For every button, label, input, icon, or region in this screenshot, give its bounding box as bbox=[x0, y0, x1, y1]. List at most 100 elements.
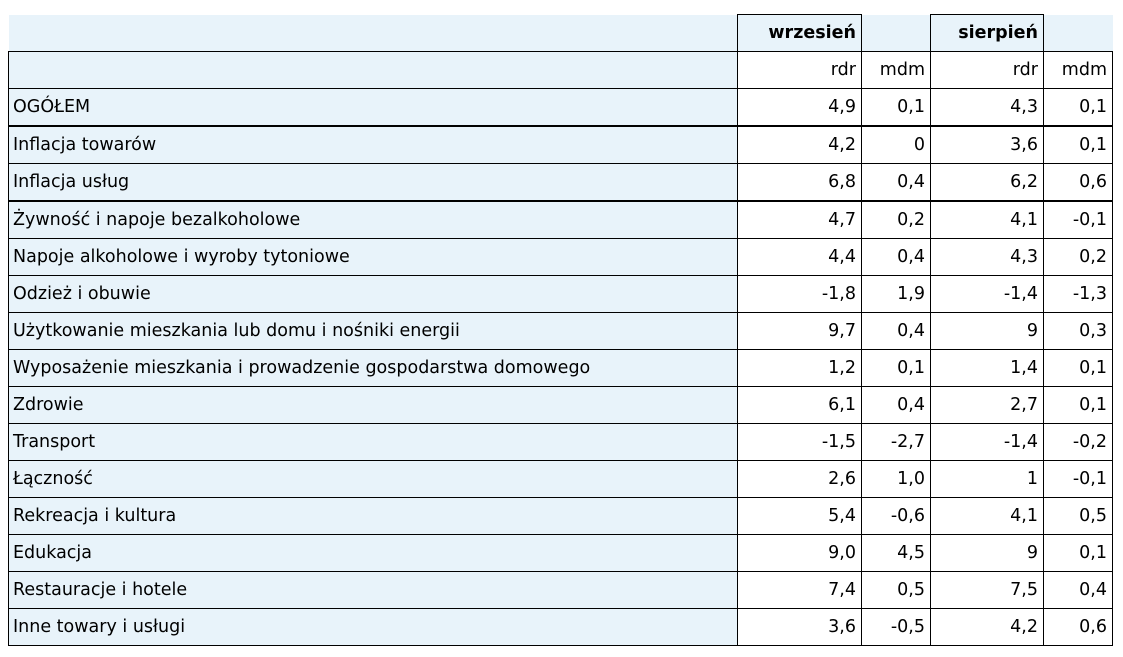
value-wrzesien-mdm: 0,4 bbox=[861, 163, 931, 202]
row-label: Wyposażenie mieszkania i prowadzenie gos… bbox=[8, 349, 738, 387]
header-label-cell bbox=[8, 51, 738, 89]
table-row: Edukacja 9,0 4,5 9 0,1 bbox=[8, 534, 1113, 572]
value-sierpien-mdm: 0,5 bbox=[1043, 497, 1113, 535]
header-month-sierpien: sierpień bbox=[930, 14, 1044, 52]
header-rdr: rdr bbox=[930, 51, 1044, 89]
row-label: Zdrowie bbox=[8, 386, 738, 424]
value-wrzesien-mdm: 0,1 bbox=[861, 88, 931, 127]
table-row: Rekreacja i kultura 5,4 -0,6 4,1 0,5 bbox=[8, 497, 1113, 535]
value-wrzesien-mdm: 0,5 bbox=[861, 571, 931, 609]
header-month-wrzesien: wrzesień bbox=[737, 14, 862, 52]
value-sierpien-rdr: 9 bbox=[930, 534, 1044, 572]
inflation-table-container: wrzesień sierpień rdr mdm rdr mdm OGÓŁEM… bbox=[8, 14, 1113, 646]
value-wrzesien-rdr: -1,5 bbox=[737, 423, 862, 461]
table-row: Użytkowanie mieszkania lub domu i nośnik… bbox=[8, 312, 1113, 350]
value-sierpien-mdm: -0,1 bbox=[1043, 200, 1113, 239]
header-corner bbox=[8, 14, 738, 52]
value-sierpien-rdr: 4,2 bbox=[930, 608, 1044, 646]
table-row: Łączność 2,6 1,0 1 -0,1 bbox=[8, 460, 1113, 498]
value-sierpien-mdm: -0,2 bbox=[1043, 423, 1113, 461]
row-label: Użytkowanie mieszkania lub domu i nośnik… bbox=[8, 312, 738, 350]
row-label: Transport bbox=[8, 423, 738, 461]
value-sierpien-mdm: 0,1 bbox=[1043, 125, 1113, 164]
value-sierpien-mdm: 0,1 bbox=[1043, 534, 1113, 572]
value-wrzesien-mdm: -0,6 bbox=[861, 497, 931, 535]
value-sierpien-mdm: 0,2 bbox=[1043, 238, 1113, 276]
value-wrzesien-rdr: 2,6 bbox=[737, 460, 862, 498]
value-wrzesien-mdm: 0,4 bbox=[861, 312, 931, 350]
value-wrzesien-rdr: 4,4 bbox=[737, 238, 862, 276]
value-sierpien-mdm: -1,3 bbox=[1043, 275, 1113, 313]
value-wrzesien-mdm: 0,1 bbox=[861, 349, 931, 387]
value-wrzesien-mdm: 0,4 bbox=[861, 238, 931, 276]
table-row: Inflacja usług 6,8 0,4 6,2 0,6 bbox=[8, 163, 1113, 202]
value-sierpien-rdr: 4,3 bbox=[930, 88, 1044, 127]
row-label: Napoje alkoholowe i wyroby tytoniowe bbox=[8, 238, 738, 276]
value-sierpien-mdm: 0,1 bbox=[1043, 386, 1113, 424]
row-label: Edukacja bbox=[8, 534, 738, 572]
table-row: OGÓŁEM 4,9 0,1 4,3 0,1 bbox=[8, 88, 1113, 127]
header-row-months: wrzesień sierpień bbox=[8, 14, 1113, 52]
value-wrzesien-rdr: 9,0 bbox=[737, 534, 862, 572]
value-sierpien-rdr: 6,2 bbox=[930, 163, 1044, 202]
value-wrzesien-rdr: 4,2 bbox=[737, 125, 862, 164]
value-wrzesien-rdr: 4,7 bbox=[737, 200, 862, 239]
row-label: Rekreacja i kultura bbox=[8, 497, 738, 535]
value-sierpien-rdr: 4,1 bbox=[930, 200, 1044, 239]
row-label: Odzież i obuwie bbox=[8, 275, 738, 313]
value-wrzesien-rdr: 9,7 bbox=[737, 312, 862, 350]
row-label: Żywność i napoje bezalkoholowe bbox=[8, 200, 738, 239]
header-row-subcolumns: rdr mdm rdr mdm bbox=[8, 51, 1113, 89]
value-wrzesien-rdr: 6,1 bbox=[737, 386, 862, 424]
value-sierpien-mdm: 0,6 bbox=[1043, 608, 1113, 646]
row-label: Inne towary i usługi bbox=[8, 608, 738, 646]
value-wrzesien-mdm: 0,4 bbox=[861, 386, 931, 424]
value-wrzesien-rdr: 1,2 bbox=[737, 349, 862, 387]
value-wrzesien-rdr: 4,9 bbox=[737, 88, 862, 127]
value-sierpien-rdr: 4,1 bbox=[930, 497, 1044, 535]
value-sierpien-mdm: 0,3 bbox=[1043, 312, 1113, 350]
value-sierpien-mdm: 0,6 bbox=[1043, 163, 1113, 202]
value-sierpien-mdm: 0,4 bbox=[1043, 571, 1113, 609]
value-wrzesien-mdm: 1,0 bbox=[861, 460, 931, 498]
value-sierpien-rdr: 1,4 bbox=[930, 349, 1044, 387]
value-wrzesien-mdm: 0,2 bbox=[861, 200, 931, 239]
table-row: Inne towary i usługi 3,6 -0,5 4,2 0,6 bbox=[8, 608, 1113, 646]
table-row: Żywność i napoje bezalkoholowe 4,7 0,2 4,1-… bbox=[8, 200, 1113, 239]
value-sierpien-rdr: 2,7 bbox=[930, 386, 1044, 424]
value-wrzesien-rdr: 5,4 bbox=[737, 497, 862, 535]
row-label: Inflacja usług bbox=[8, 163, 738, 202]
row-label: OGÓŁEM bbox=[8, 88, 738, 127]
row-label: Restauracje i hotele bbox=[8, 571, 738, 609]
table-row: Zdrowie 6,1 0,4 2,7 0,1 bbox=[8, 386, 1113, 424]
value-wrzesien-mdm: 0 bbox=[861, 125, 931, 164]
row-label: Łączność bbox=[8, 460, 738, 498]
value-sierpien-rdr: 7,5 bbox=[930, 571, 1044, 609]
inflation-table: wrzesień sierpień rdr mdm rdr mdm OGÓŁEM… bbox=[8, 14, 1113, 646]
table-row: Restauracje i hotele 7,4 0,5 7,5 0,4 bbox=[8, 571, 1113, 609]
value-sierpien-rdr: 3,6 bbox=[930, 125, 1044, 164]
value-sierpien-rdr: 1 bbox=[930, 460, 1044, 498]
value-sierpien-rdr: -1,4 bbox=[930, 275, 1044, 313]
header-spacer bbox=[1043, 14, 1113, 52]
table-row: Transport -1,5 -2,7 -1,4 -0,2 bbox=[8, 423, 1113, 461]
table-row: Inflacja towarów 4,2 0 3,6 0,1 bbox=[8, 125, 1113, 164]
table-row: Wyposażenie mieszkania i prowadzenie gos… bbox=[8, 349, 1113, 387]
value-wrzesien-rdr: 7,4 bbox=[737, 571, 862, 609]
value-wrzesien-mdm: -2,7 bbox=[861, 423, 931, 461]
value-wrzesien-rdr: -1,8 bbox=[737, 275, 862, 313]
header-mdm: mdm bbox=[861, 51, 931, 89]
table-row: Odzież i obuwie -1,8 1,9 -1,4 -1,3 bbox=[8, 275, 1113, 313]
value-sierpien-mdm: -0,1 bbox=[1043, 460, 1113, 498]
value-sierpien-rdr: 4,3 bbox=[930, 238, 1044, 276]
header-mdm: mdm bbox=[1043, 51, 1113, 89]
table-row: Napoje alkoholowe i wyroby tytoniowe 4,4 0… bbox=[8, 238, 1113, 276]
value-wrzesien-mdm: 1,9 bbox=[861, 275, 931, 313]
value-sierpien-rdr: -1,4 bbox=[930, 423, 1044, 461]
row-label: Inflacja towarów bbox=[8, 125, 738, 164]
header-spacer bbox=[861, 14, 931, 52]
value-wrzesien-mdm: -0,5 bbox=[861, 608, 931, 646]
value-wrzesien-rdr: 6,8 bbox=[737, 163, 862, 202]
value-sierpien-rdr: 9 bbox=[930, 312, 1044, 350]
value-wrzesien-mdm: 4,5 bbox=[861, 534, 931, 572]
